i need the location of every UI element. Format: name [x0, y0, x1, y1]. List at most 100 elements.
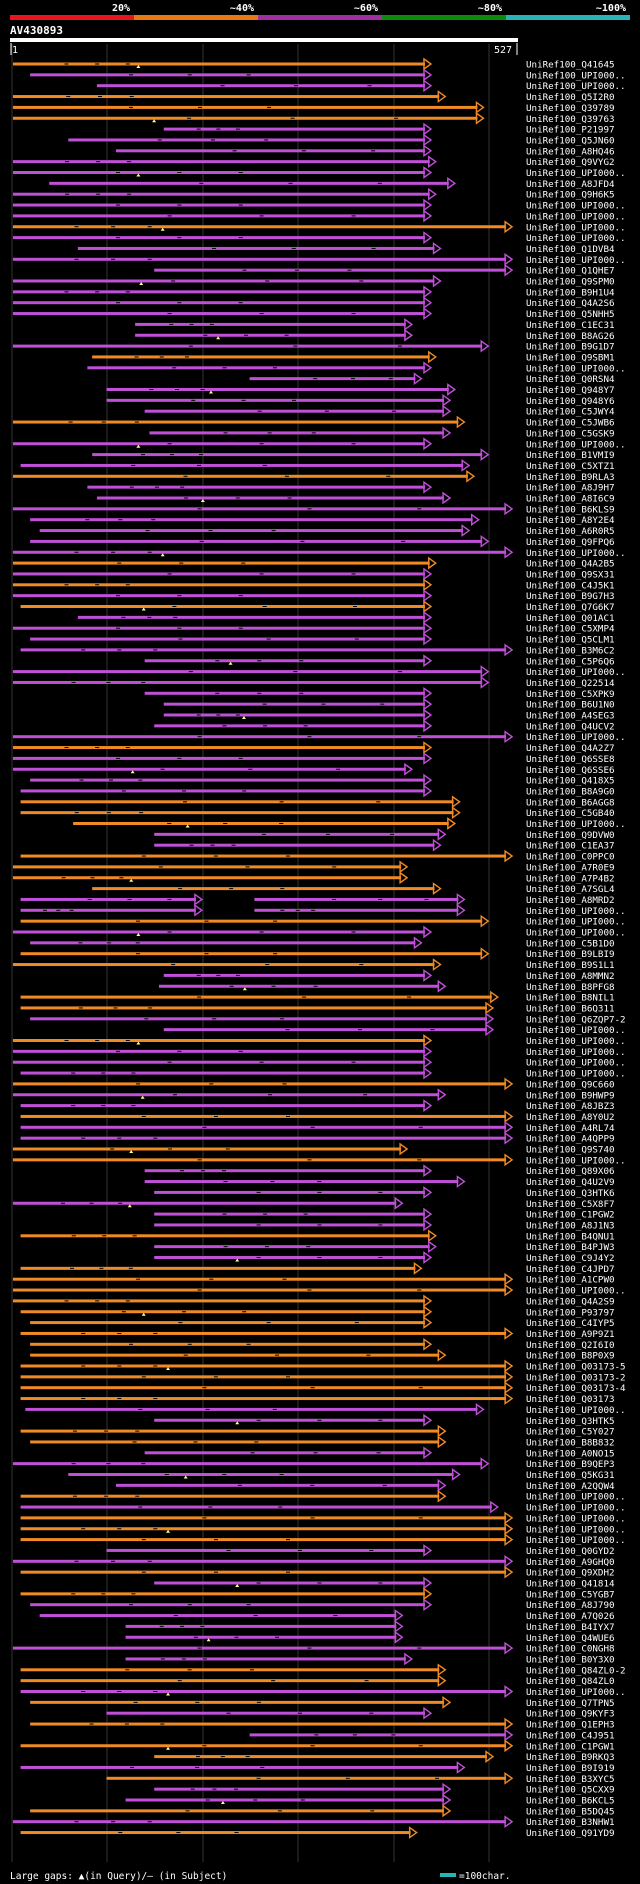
- hit-label[interactable]: UniRef100_UPI000..: [526, 548, 626, 559]
- hit-label[interactable]: UniRef100_C1EC31: [526, 320, 615, 331]
- hit-label[interactable]: UniRef100_B9RLA3: [526, 472, 615, 483]
- hit-label[interactable]: UniRef100_Q7TPN5: [526, 1698, 615, 1709]
- hit-label[interactable]: UniRef100_Q1DVB4: [526, 244, 615, 255]
- hit-label[interactable]: UniRef100_C1EA37: [526, 841, 615, 852]
- hit-label[interactable]: UniRef100_A8MMN2: [526, 971, 615, 982]
- hit-label[interactable]: UniRef100_Q41645: [526, 60, 615, 71]
- hit-label[interactable]: UniRef100_A8I6C9: [526, 494, 615, 505]
- hit-label[interactable]: UniRef100_Q2I6I0: [526, 1340, 615, 1351]
- hit-label[interactable]: UniRef100_C4IYP5: [526, 1318, 615, 1329]
- hit-label[interactable]: UniRef100_A9P9Z1: [526, 1329, 615, 1340]
- hit-label[interactable]: UniRef100_Q01AC1: [526, 613, 615, 624]
- hit-label[interactable]: UniRef100_Q03173-5: [526, 1362, 626, 1373]
- hit-label[interactable]: UniRef100_Q9H6K5: [526, 190, 615, 201]
- hit-label[interactable]: UniRef100_B9HWP9: [526, 1090, 615, 1101]
- hit-label[interactable]: UniRef100_Q5CLM1: [526, 635, 615, 646]
- hit-label[interactable]: UniRef100_B9G1D7: [526, 342, 615, 353]
- hit-label[interactable]: UniRef100_UPI000..: [526, 1069, 626, 1080]
- hit-label[interactable]: UniRef100_Q3HTK5: [526, 1416, 615, 1427]
- hit-label[interactable]: UniRef100_B8B832: [526, 1437, 615, 1448]
- hit-label[interactable]: UniRef100_Q9SPM0: [526, 277, 615, 288]
- hit-label[interactable]: UniRef100_B4PJW3: [526, 1242, 615, 1253]
- hit-label[interactable]: UniRef100_Q0GYD2: [526, 1546, 615, 1557]
- hit-label[interactable]: UniRef100_UPI000..: [526, 1405, 626, 1416]
- hit-label[interactable]: UniRef100_B8P0X9: [526, 1351, 615, 1362]
- hit-label[interactable]: UniRef100_B9QEP3: [526, 1459, 615, 1470]
- hit-label[interactable]: UniRef100_Q91YD9: [526, 1828, 615, 1839]
- hit-label[interactable]: UniRef100_UPI000..: [526, 1047, 626, 1058]
- hit-label[interactable]: UniRef100_Q6SSE6: [526, 765, 615, 776]
- hit-label[interactable]: UniRef100_P93797: [526, 1307, 615, 1318]
- hit-label[interactable]: UniRef100_Q5NHH5: [526, 309, 615, 320]
- hit-label[interactable]: UniRef100_Q9SX31: [526, 569, 615, 580]
- hit-label[interactable]: UniRef100_Q9KYF3: [526, 1709, 615, 1720]
- hit-label[interactable]: UniRef100_C5X8F7: [526, 1199, 615, 1210]
- hit-label[interactable]: UniRef100_Q9VYG2: [526, 157, 615, 168]
- hit-label[interactable]: UniRef100_UPI000..: [526, 1687, 626, 1698]
- hit-label[interactable]: UniRef100_C5Y027: [526, 1427, 615, 1438]
- hit-label[interactable]: UniRef100_A7SGL4: [526, 884, 615, 895]
- hit-label[interactable]: UniRef100_B9RKQ3: [526, 1752, 615, 1763]
- hit-label[interactable]: UniRef100_UPI000..: [526, 1524, 626, 1535]
- hit-label[interactable]: UniRef100_A8J790: [526, 1600, 615, 1611]
- hit-label[interactable]: UniRef100_Q948Y7: [526, 385, 615, 396]
- hit-label[interactable]: UniRef100_Q9SBM1: [526, 352, 615, 363]
- hit-label[interactable]: UniRef100_B9G7H3: [526, 591, 615, 602]
- hit-label[interactable]: UniRef100_Q1QHE7: [526, 266, 615, 277]
- hit-label[interactable]: UniRef100_B9S1L1: [526, 960, 615, 971]
- hit-label[interactable]: UniRef100_Q39789: [526, 103, 615, 114]
- hit-label[interactable]: UniRef100_B9I919: [526, 1763, 615, 1774]
- hit-label[interactable]: UniRef100_A8Y2E4: [526, 515, 615, 526]
- hit-label[interactable]: UniRef100_A7R0E9: [526, 862, 615, 873]
- hit-label[interactable]: UniRef100_UPI000..: [526, 70, 626, 81]
- hit-label[interactable]: UniRef100_Q948Y6: [526, 396, 615, 407]
- hit-label[interactable]: UniRef100_B3M6C2: [526, 645, 615, 656]
- hit-label[interactable]: UniRef100_UPI000..: [526, 1535, 626, 1546]
- hit-label[interactable]: UniRef100_Q4A2B5: [526, 559, 615, 570]
- hit-label[interactable]: UniRef100_A8J1N3: [526, 1220, 615, 1231]
- hit-label[interactable]: UniRef100_UPI000..: [526, 1155, 626, 1166]
- hit-label[interactable]: UniRef100_Q41814: [526, 1579, 615, 1590]
- hit-label[interactable]: UniRef100_B8AG26: [526, 331, 615, 342]
- hit-label[interactable]: UniRef100_A0NO15: [526, 1448, 615, 1459]
- hit-label[interactable]: UniRef100_Q03173: [526, 1394, 615, 1405]
- hit-label[interactable]: UniRef100_UPI000..: [526, 1492, 626, 1503]
- hit-label[interactable]: UniRef100_C5XTZ1: [526, 461, 615, 472]
- hit-label[interactable]: UniRef100_Q22514: [526, 678, 615, 689]
- hit-label[interactable]: UniRef100_UPI000..: [526, 1513, 626, 1524]
- hit-label[interactable]: UniRef100_Q4A2S6: [526, 298, 615, 309]
- hit-label[interactable]: UniRef100_Q84ZL0: [526, 1676, 615, 1687]
- hit-label[interactable]: UniRef100_C5B1D0: [526, 938, 615, 949]
- hit-label[interactable]: UniRef100_Q9XDH2: [526, 1568, 615, 1579]
- hit-label[interactable]: UniRef100_A1CPW0: [526, 1275, 615, 1286]
- hit-label[interactable]: UniRef100_A8JBZ3: [526, 1101, 615, 1112]
- hit-label[interactable]: UniRef100_UPI000..: [526, 439, 626, 450]
- hit-label[interactable]: UniRef100_UPI000..: [526, 1286, 626, 1297]
- hit-label[interactable]: UniRef100_B9H1U4: [526, 287, 615, 298]
- hit-label[interactable]: UniRef100_B3XYC5: [526, 1774, 615, 1785]
- hit-label[interactable]: UniRef100_P21997: [526, 125, 615, 136]
- hit-label[interactable]: UniRef100_A8Y0U2: [526, 1112, 615, 1123]
- hit-label[interactable]: UniRef100_Q6ZQP7-2: [526, 1014, 626, 1025]
- hit-label[interactable]: UniRef100_B4QNU1: [526, 1231, 615, 1242]
- hit-label[interactable]: UniRef100_A2QQW4: [526, 1481, 615, 1492]
- hit-label[interactable]: UniRef100_A6R0R5: [526, 526, 615, 537]
- hit-label[interactable]: UniRef100_UPI000..: [526, 1036, 626, 1047]
- hit-label[interactable]: UniRef100_UPI000..: [526, 1058, 626, 1069]
- hit-label[interactable]: UniRef100_Q39763: [526, 114, 615, 125]
- hit-label[interactable]: UniRef100_B8A9G0: [526, 786, 615, 797]
- hit-label[interactable]: UniRef100_UPI000..: [526, 363, 626, 374]
- hit-label[interactable]: UniRef100_A8JFD4: [526, 179, 615, 190]
- hit-label[interactable]: UniRef100_C5JWB6: [526, 418, 615, 429]
- hit-label[interactable]: UniRef100_A7P4B2: [526, 873, 615, 884]
- hit-label[interactable]: UniRef100_C5XPK9: [526, 689, 615, 700]
- hit-label[interactable]: UniRef100_UPI000..: [526, 917, 626, 928]
- hit-label[interactable]: UniRef100_UPI000..: [526, 222, 626, 233]
- hit-label[interactable]: UniRef100_Q4UCV2: [526, 721, 615, 732]
- hit-label[interactable]: UniRef100_Q5CXX9: [526, 1785, 615, 1796]
- hit-label[interactable]: UniRef100_C4J951: [526, 1730, 615, 1741]
- hit-label[interactable]: UniRef100_Q9C660: [526, 1079, 615, 1090]
- hit-label[interactable]: UniRef100_B9LBI9: [526, 949, 615, 960]
- hit-label[interactable]: UniRef100_A8HQ46: [526, 146, 615, 157]
- hit-label[interactable]: UniRef100_C4JPD7: [526, 1264, 615, 1275]
